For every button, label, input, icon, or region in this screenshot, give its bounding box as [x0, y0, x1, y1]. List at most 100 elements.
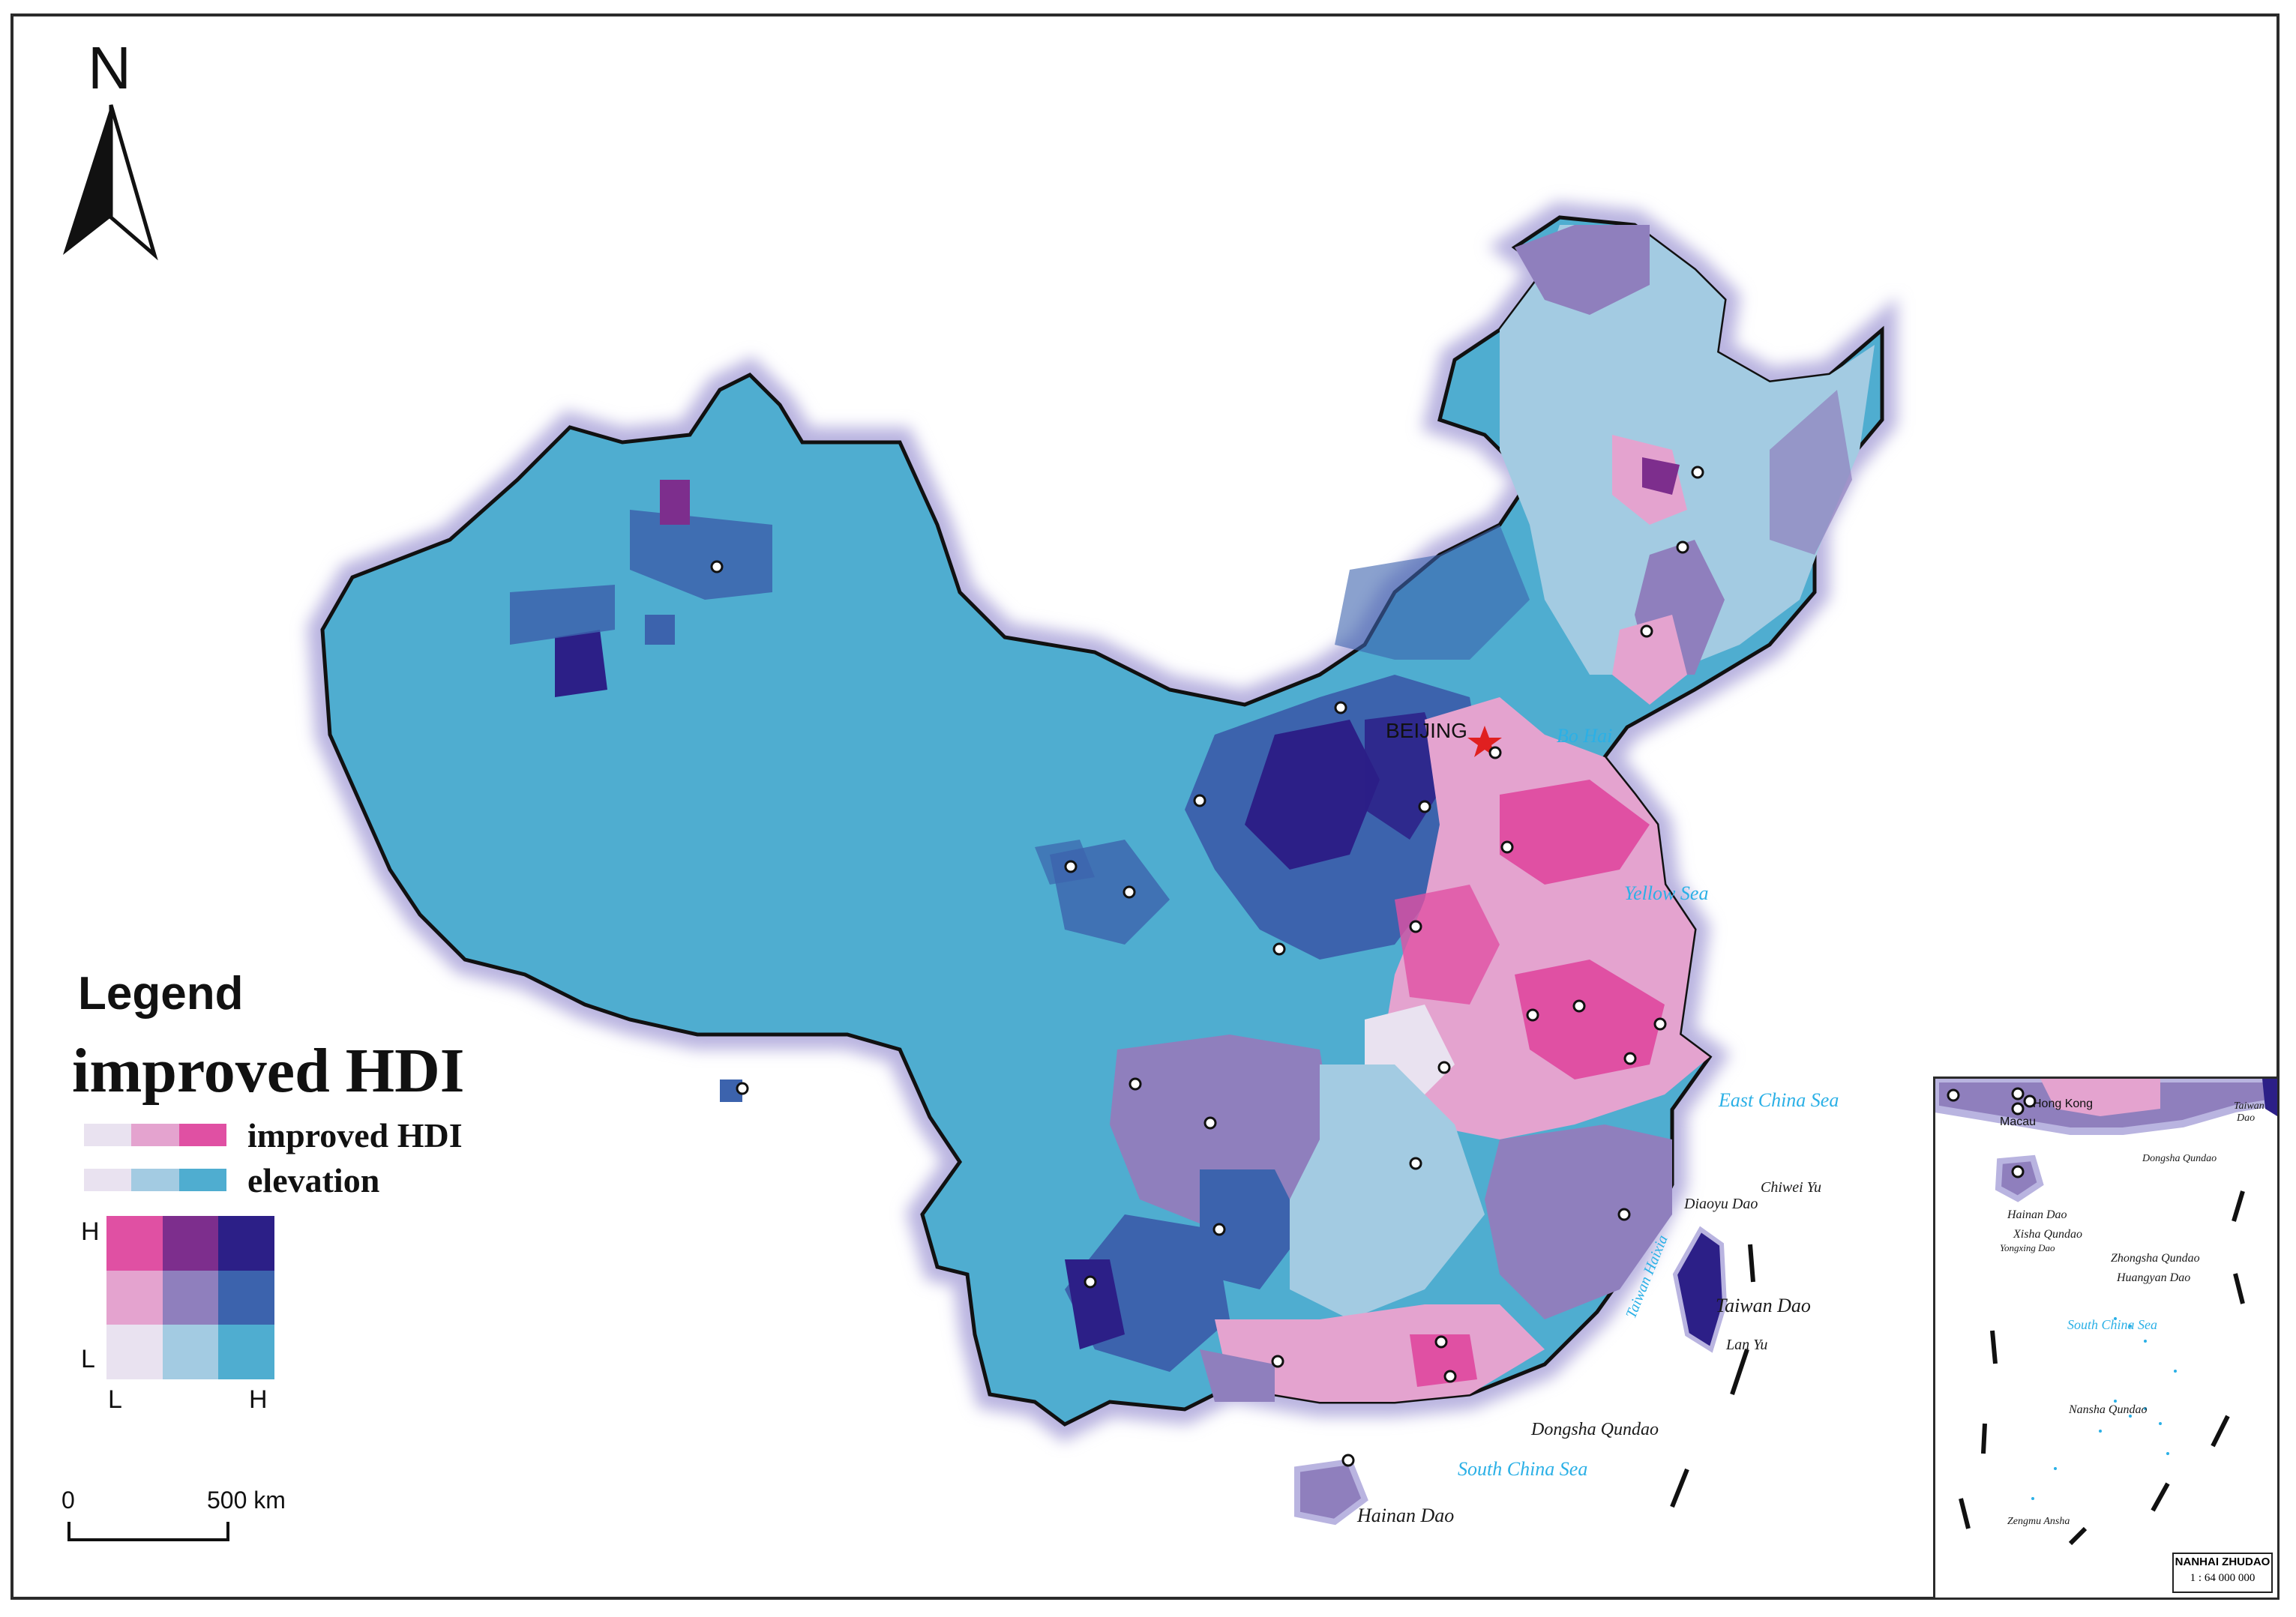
city-marker — [1434, 1335, 1448, 1349]
region-ne-east — [1770, 390, 1852, 555]
inset-badge-scale: 1 : 64 000 000 — [2190, 1572, 2256, 1584]
city-marker — [1341, 1454, 1355, 1467]
inset-label-huangyan: Huangyan Dao — [2116, 1271, 2190, 1284]
legend-row-label: elevation — [247, 1160, 380, 1199]
inset-label-macau: Macau — [2000, 1115, 2036, 1128]
inset-label-hong-kong: Hong Kong — [2033, 1097, 2093, 1110]
city-marker — [1691, 466, 1704, 479]
bivariate-cell — [162, 1216, 219, 1271]
place-label-lanyu: Lan Yu — [1725, 1337, 1767, 1353]
inset-label-dongsha: Dongsha Qundao — [2142, 1153, 2217, 1164]
city-marker — [1129, 1077, 1142, 1091]
city-marker — [710, 560, 724, 573]
city-marker — [736, 1082, 749, 1095]
bivariate-cell — [218, 1216, 274, 1271]
legend-swatch — [178, 1169, 226, 1191]
legend-swatch — [178, 1124, 226, 1146]
inset-label-xisha: Xisha Qundao — [2013, 1228, 2082, 1241]
region-shandong-hot — [1500, 780, 1650, 885]
legend-row-elevation: elevation — [84, 1161, 379, 1199]
north-arrow-right-half — [109, 104, 158, 261]
inset-label-zhongsha: Zhongsha Qundao — [2111, 1252, 2200, 1265]
city-marker — [1272, 942, 1286, 956]
legend-title: Legend — [78, 968, 244, 1020]
region-ne-magenta — [1642, 457, 1680, 495]
legend-swatch — [131, 1169, 179, 1191]
place-label-chiwei: Chiwei Yu — [1761, 1179, 1821, 1196]
region-ne-purple — [1515, 225, 1650, 315]
city-markers — [710, 466, 1704, 1467]
inset-boundary-dashes — [1959, 1190, 2245, 1546]
city-marker — [1572, 999, 1586, 1013]
legend-swatch — [131, 1124, 179, 1146]
legend-y-high: H — [81, 1217, 100, 1246]
legend-subtitle: improved HDI — [72, 1036, 465, 1106]
region-liaodong — [1612, 615, 1687, 705]
inset-label-south-china-sea: South China Sea — [2067, 1317, 2157, 1332]
legend-x-high: H — [249, 1385, 268, 1414]
bivariate-cell — [218, 1270, 274, 1325]
inset-label-nansha: Nansha Qundao — [2068, 1403, 2147, 1416]
region-jiangsu-hot — [1515, 960, 1665, 1079]
scale-bar-zero: 0 — [61, 1487, 75, 1514]
city-marker — [1437, 1061, 1451, 1074]
bivariate-cell — [162, 1270, 219, 1325]
inset-label-hainan: Hainan Dao — [2007, 1208, 2067, 1221]
inset-label-taiwan-dao: Dao — [2236, 1112, 2255, 1124]
legend-y-low: L — [81, 1345, 95, 1373]
city-marker — [1488, 746, 1502, 759]
region-xinjiang-purple — [660, 480, 690, 525]
city-marker — [1193, 794, 1206, 807]
legend-row-hdi: improved HDI — [84, 1116, 463, 1154]
legend-swatch — [84, 1169, 132, 1191]
city-marker — [1409, 920, 1422, 933]
region-xinjiang-mid — [510, 585, 615, 645]
region-tibet-spot — [720, 1079, 742, 1102]
inset-hainan — [1995, 1154, 2044, 1202]
bivariate-cell — [106, 1325, 163, 1379]
north-arrow: N — [63, 34, 158, 261]
bivariate-cell — [162, 1325, 219, 1379]
region-patches — [510, 225, 1875, 1402]
region-chongqing — [1200, 1169, 1305, 1289]
legend-swatch — [84, 1124, 132, 1146]
city-marker — [1640, 624, 1653, 638]
region-xinjiang-small — [645, 615, 675, 645]
hainan-island — [1294, 1458, 1368, 1526]
city-marker — [1123, 885, 1136, 899]
inset-label-zengmu: Zengmu Ansha — [2007, 1516, 2070, 1527]
bivariate-cell — [218, 1325, 274, 1379]
inset-label-yongxing: Yongxing Dao — [2000, 1242, 2055, 1253]
inset-islands — [2031, 1317, 2177, 1500]
north-arrow-label: N — [88, 34, 131, 101]
inset-badge-title: NANHAI ZHUDAO — [2175, 1556, 2271, 1568]
region-fujian — [1485, 1124, 1672, 1319]
legend-row-label: improved HDI — [247, 1115, 463, 1154]
scale-bar-distance: 500 km — [207, 1487, 286, 1514]
legend-ramp-elevation — [84, 1169, 226, 1191]
inset-map: Hong Kong Macau Taiwan Dao Hainan Dao Do… — [1935, 1079, 2277, 1546]
city-marker — [1676, 540, 1689, 554]
capital-label: BEIJING — [1386, 719, 1467, 742]
inset-markers — [1947, 1087, 2037, 1178]
bivariate-legend-grid — [106, 1216, 274, 1379]
place-label-dongsha: Dongsha Qundao — [1530, 1420, 1659, 1439]
city-marker — [1418, 800, 1431, 813]
region-yunnan-dark — [1065, 1259, 1125, 1349]
region-south-central — [1290, 1065, 1485, 1319]
taiwan-island — [1672, 1226, 1728, 1353]
scale-bar — [67, 1522, 229, 1541]
inset-taiwan — [2262, 1079, 2277, 1116]
region-xinjiang-dark — [555, 630, 607, 697]
sea-label-east-china: East China Sea — [1718, 1089, 1839, 1111]
bivariate-cell — [106, 1270, 163, 1325]
maritime-boundary — [1670, 1244, 1755, 1508]
city-marker — [1084, 1275, 1097, 1289]
city-marker — [1526, 1008, 1539, 1022]
city-marker — [1409, 1157, 1422, 1170]
city-marker — [1203, 1116, 1217, 1130]
region-guangxi — [1200, 1349, 1275, 1402]
place-label-diaoyu: Diaoyu Dao — [1683, 1196, 1758, 1212]
region-henan-pink — [1395, 885, 1500, 1005]
